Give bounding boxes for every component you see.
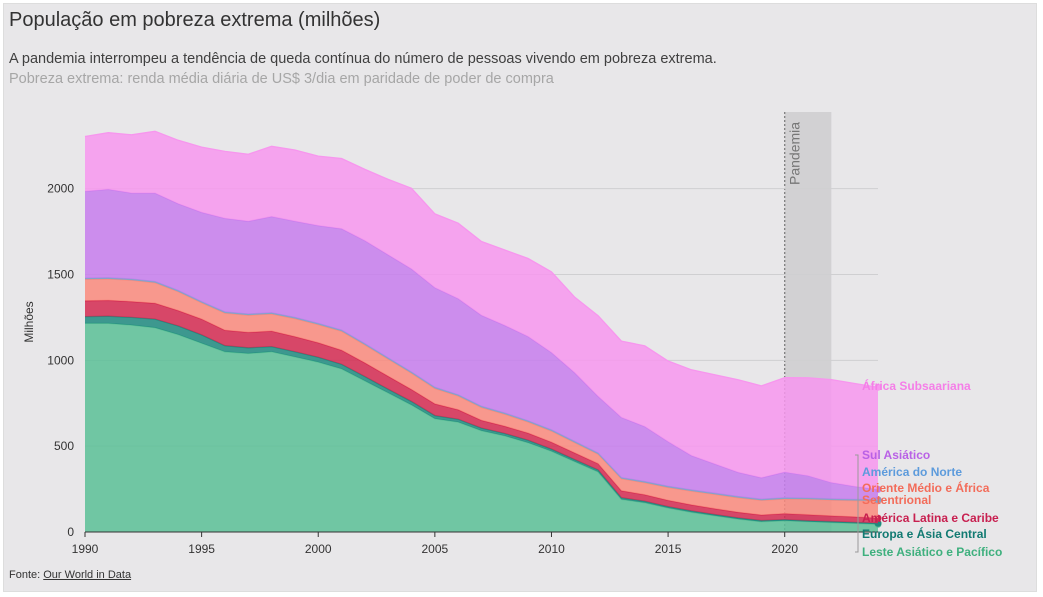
y-axis-label: Milhões (22, 301, 36, 342)
y-tick-label: 500 (54, 439, 74, 453)
series-end-dot (874, 383, 882, 391)
legend-label: América do Norte (862, 465, 962, 479)
chart-subtitle: A pandemia interrompeu a tendência de qu… (9, 51, 717, 67)
x-tick-label: 1990 (72, 542, 99, 556)
area-series (85, 323, 878, 532)
chart-title: População em pobreza extrema (milhões) (9, 9, 381, 31)
legend-layer: África Subsaariana Sul Asiático América do… (855, 378, 1002, 559)
area-series (85, 279, 878, 519)
x-tick-label: 2010 (538, 542, 565, 556)
x-tick-label: 2005 (422, 542, 449, 556)
x-tick-label: 2000 (305, 542, 332, 556)
y-tick-label: 1000 (47, 353, 74, 367)
area-series (85, 189, 878, 500)
area-series (85, 131, 878, 490)
axis-layer: 0 500 1000 1500 2000 1990 1995 2000 2005 2010 2015… (22, 182, 878, 556)
chart-note: Pobreza extrema: renda média diária de U… (9, 71, 554, 87)
x-tick-label: 2020 (771, 542, 798, 556)
legend-label: Leste Asiático e Pacífico (862, 545, 1002, 559)
legend-bracket (855, 454, 859, 553)
y-tick-label: 0 (67, 525, 74, 539)
legend-label: Oriente Médio e África (862, 480, 990, 495)
legend-label: Sul Asiático (862, 448, 930, 462)
area-layer (84, 130, 882, 532)
source-link[interactable]: Our World in Data (43, 569, 132, 581)
legend-label: África Subsaariana (862, 378, 971, 393)
y-tick-label: 1500 (47, 268, 74, 282)
legend-label: América Latina e Caribe (862, 511, 999, 525)
y-tick-label: 2000 (47, 182, 74, 196)
legend-label: Setentrional (862, 493, 931, 507)
legend-label: Europa e Ásia Central (862, 526, 987, 541)
x-tick-label: 2015 (655, 542, 682, 556)
area-series-edge (84, 130, 879, 388)
pandemic-label: Pandemia (787, 122, 803, 185)
source-credit: Fonte: Our World in Data (9, 569, 131, 581)
x-tick-label: 1995 (188, 542, 215, 556)
source-label: Fonte: (9, 569, 41, 581)
